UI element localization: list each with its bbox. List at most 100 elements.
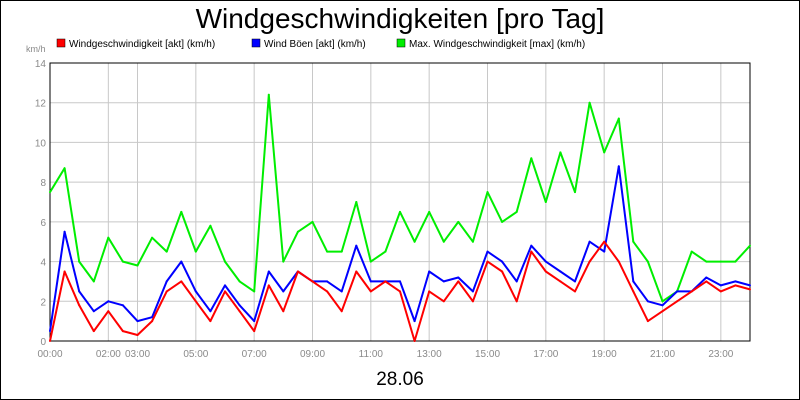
series-0 bbox=[49, 240, 751, 342]
data-point bbox=[661, 304, 664, 307]
x-tick-label: 02:00 bbox=[96, 349, 121, 360]
data-point bbox=[369, 280, 372, 283]
x-tick-label: 00:00 bbox=[37, 349, 62, 360]
data-point bbox=[603, 250, 606, 253]
data-point bbox=[705, 280, 708, 283]
data-point bbox=[574, 290, 576, 293]
data-point bbox=[238, 304, 241, 307]
data-point bbox=[180, 260, 183, 263]
data-point bbox=[296, 270, 299, 273]
data-point bbox=[617, 117, 620, 120]
data-point bbox=[413, 240, 416, 243]
data-point bbox=[705, 276, 708, 279]
data-point bbox=[107, 236, 110, 239]
data-point bbox=[136, 264, 139, 267]
data-point bbox=[588, 260, 591, 263]
data-point bbox=[399, 280, 401, 283]
data-point bbox=[399, 210, 401, 213]
data-point bbox=[457, 220, 460, 223]
data-point bbox=[384, 280, 387, 283]
y-tick-label: 6 bbox=[40, 218, 46, 229]
x-tick-label: 17:00 bbox=[533, 349, 558, 360]
data-point bbox=[63, 270, 66, 273]
data-point bbox=[355, 270, 358, 273]
legend-label: Max. Windgeschwindigkeit [max] (km/h) bbox=[409, 39, 585, 50]
data-point bbox=[719, 260, 722, 263]
data-point bbox=[326, 290, 329, 293]
data-point bbox=[224, 290, 226, 293]
data-point bbox=[121, 304, 124, 307]
legend-swatch bbox=[396, 38, 406, 48]
x-tick-label: 03:00 bbox=[125, 349, 150, 360]
data-point bbox=[457, 280, 460, 283]
data-point bbox=[617, 260, 620, 263]
data-point bbox=[384, 250, 387, 253]
y-tick-label: 0 bbox=[40, 337, 46, 348]
data-point bbox=[49, 330, 51, 333]
data-point bbox=[486, 260, 489, 263]
legend-label: Windgeschwindigkeit [akt] (km/h) bbox=[69, 39, 215, 50]
y-tick-label: 14 bbox=[35, 59, 47, 70]
data-point bbox=[544, 201, 547, 203]
data-point bbox=[501, 220, 504, 223]
data-point bbox=[136, 334, 139, 336]
plot-area bbox=[49, 62, 751, 342]
data-point bbox=[92, 330, 95, 333]
data-point bbox=[632, 240, 635, 243]
data-point bbox=[282, 290, 285, 293]
data-point bbox=[209, 320, 212, 323]
data-point bbox=[326, 250, 329, 253]
data-point bbox=[180, 280, 183, 283]
data-point bbox=[209, 310, 212, 313]
data-point bbox=[92, 310, 95, 313]
data-point bbox=[311, 280, 314, 283]
data-point bbox=[428, 270, 431, 273]
data-point bbox=[253, 320, 256, 323]
legend: Windgeschwindigkeit [akt] (km/h) Wind Böe… bbox=[56, 38, 585, 50]
data-point bbox=[282, 310, 285, 313]
data-point bbox=[282, 260, 285, 263]
data-point bbox=[530, 250, 533, 253]
data-point bbox=[632, 280, 635, 283]
y-axis-ticks: 0 2 4 6 8 10 12 14 bbox=[35, 59, 47, 348]
data-point bbox=[530, 244, 533, 247]
data-point bbox=[661, 310, 664, 313]
data-point bbox=[486, 250, 489, 253]
data-point bbox=[63, 167, 66, 170]
data-point bbox=[603, 240, 606, 243]
data-point bbox=[413, 320, 416, 323]
data-point bbox=[121, 260, 124, 263]
data-point bbox=[617, 165, 620, 168]
data-point bbox=[165, 290, 168, 293]
y-axis-unit: km/h bbox=[26, 44, 46, 54]
data-point bbox=[734, 284, 737, 287]
data-point bbox=[165, 250, 168, 253]
data-point bbox=[559, 280, 562, 283]
data-point bbox=[501, 270, 504, 273]
data-point bbox=[369, 290, 372, 293]
legend-swatch bbox=[251, 38, 261, 48]
x-axis-ticks: 00:00 02:00 03:00 05:00 07:00 09:00 11:00 13:00… bbox=[37, 349, 733, 360]
data-point bbox=[646, 260, 649, 263]
data-point bbox=[719, 290, 722, 293]
data-point bbox=[267, 270, 270, 273]
data-point bbox=[515, 210, 518, 213]
data-point bbox=[646, 320, 649, 323]
y-tick-label: 12 bbox=[35, 99, 47, 110]
data-point bbox=[78, 260, 81, 263]
data-point bbox=[705, 260, 708, 263]
data-point bbox=[151, 320, 154, 323]
data-point bbox=[530, 157, 533, 160]
data-point bbox=[151, 316, 154, 319]
data-point bbox=[194, 250, 197, 253]
data-point bbox=[165, 280, 168, 283]
y-tick-label: 4 bbox=[40, 258, 46, 269]
data-point bbox=[646, 300, 649, 303]
data-point bbox=[471, 290, 474, 293]
x-tick-label: 15:00 bbox=[475, 349, 500, 360]
data-point bbox=[267, 93, 270, 96]
data-point bbox=[428, 210, 431, 213]
data-point bbox=[574, 280, 576, 283]
x-axis-title: 28.06 bbox=[376, 369, 424, 390]
